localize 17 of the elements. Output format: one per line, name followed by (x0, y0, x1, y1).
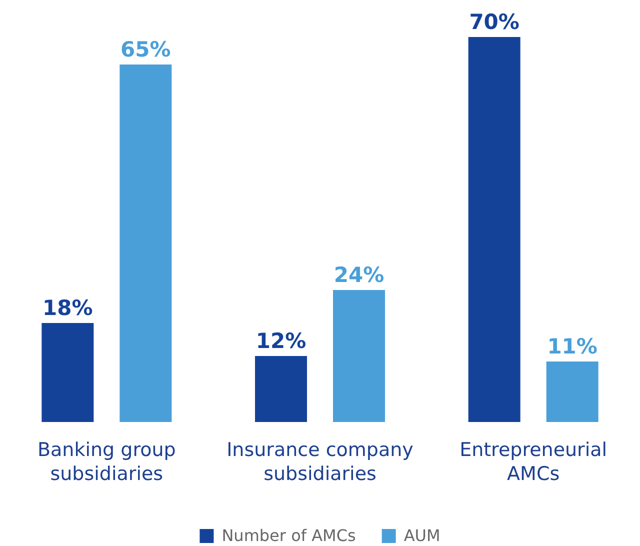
data-label: 18% (42, 296, 93, 320)
bar (468, 37, 520, 422)
data-label: 70% (469, 10, 520, 34)
legend-label: AUM (404, 526, 440, 545)
legend-label: Number of AMCs (222, 526, 356, 545)
data-label: 65% (120, 38, 171, 62)
bar (255, 356, 307, 422)
x-tick-label: Entrepreneurial AMCs (460, 439, 608, 485)
bar (333, 290, 385, 422)
data-label: 24% (334, 263, 384, 287)
bar (120, 64, 172, 422)
bar (546, 362, 598, 422)
data-label: 11% (547, 334, 598, 358)
bar (42, 323, 94, 422)
x-tick-label: Banking group subsidiaries (38, 439, 176, 485)
x-tick-label: Insurance company subsidiaries (226, 439, 414, 485)
data-label: 12% (256, 329, 306, 353)
